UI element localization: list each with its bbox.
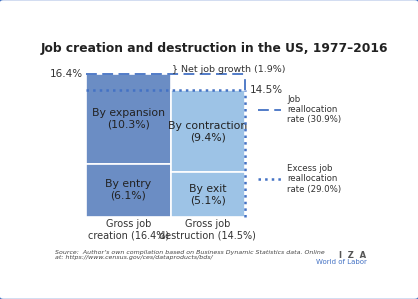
Text: I  Z  A: I Z A [339, 251, 367, 260]
Text: World of Labor: World of Labor [316, 259, 367, 265]
Text: Excess job
reallocation
rate (29.0%): Excess job reallocation rate (29.0%) [287, 164, 341, 193]
Text: Gross job
creation (16.4%): Gross job creation (16.4%) [88, 219, 169, 240]
Text: 16.4%: 16.4% [50, 69, 83, 79]
Text: By contraction
(9.4%): By contraction (9.4%) [168, 120, 247, 142]
Bar [86, 74, 171, 164]
Bar [171, 90, 245, 172]
Text: By exit
(5.1%): By exit (5.1%) [189, 184, 227, 205]
Text: Source:  Author’s own compilation based on Business Dynamic Statistics data. Onl: Source: Author’s own compilation based o… [56, 250, 325, 260]
Text: Job
reallocation
rate (30.9%): Job reallocation rate (30.9%) [287, 95, 341, 124]
Text: Gross job
destruction (14.5%): Gross job destruction (14.5%) [159, 219, 256, 240]
Text: By expansion
(10.3%): By expansion (10.3%) [92, 108, 165, 129]
Text: } Net job growth (1.9%): } Net job growth (1.9%) [172, 65, 285, 74]
Bar [86, 164, 171, 216]
Text: By entry
(6.1%): By entry (6.1%) [105, 179, 151, 201]
Text: Job creation and destruction in the US, 1977–2016: Job creation and destruction in the US, … [41, 42, 388, 55]
Text: 14.5%: 14.5% [250, 86, 283, 95]
Bar [171, 172, 245, 216]
